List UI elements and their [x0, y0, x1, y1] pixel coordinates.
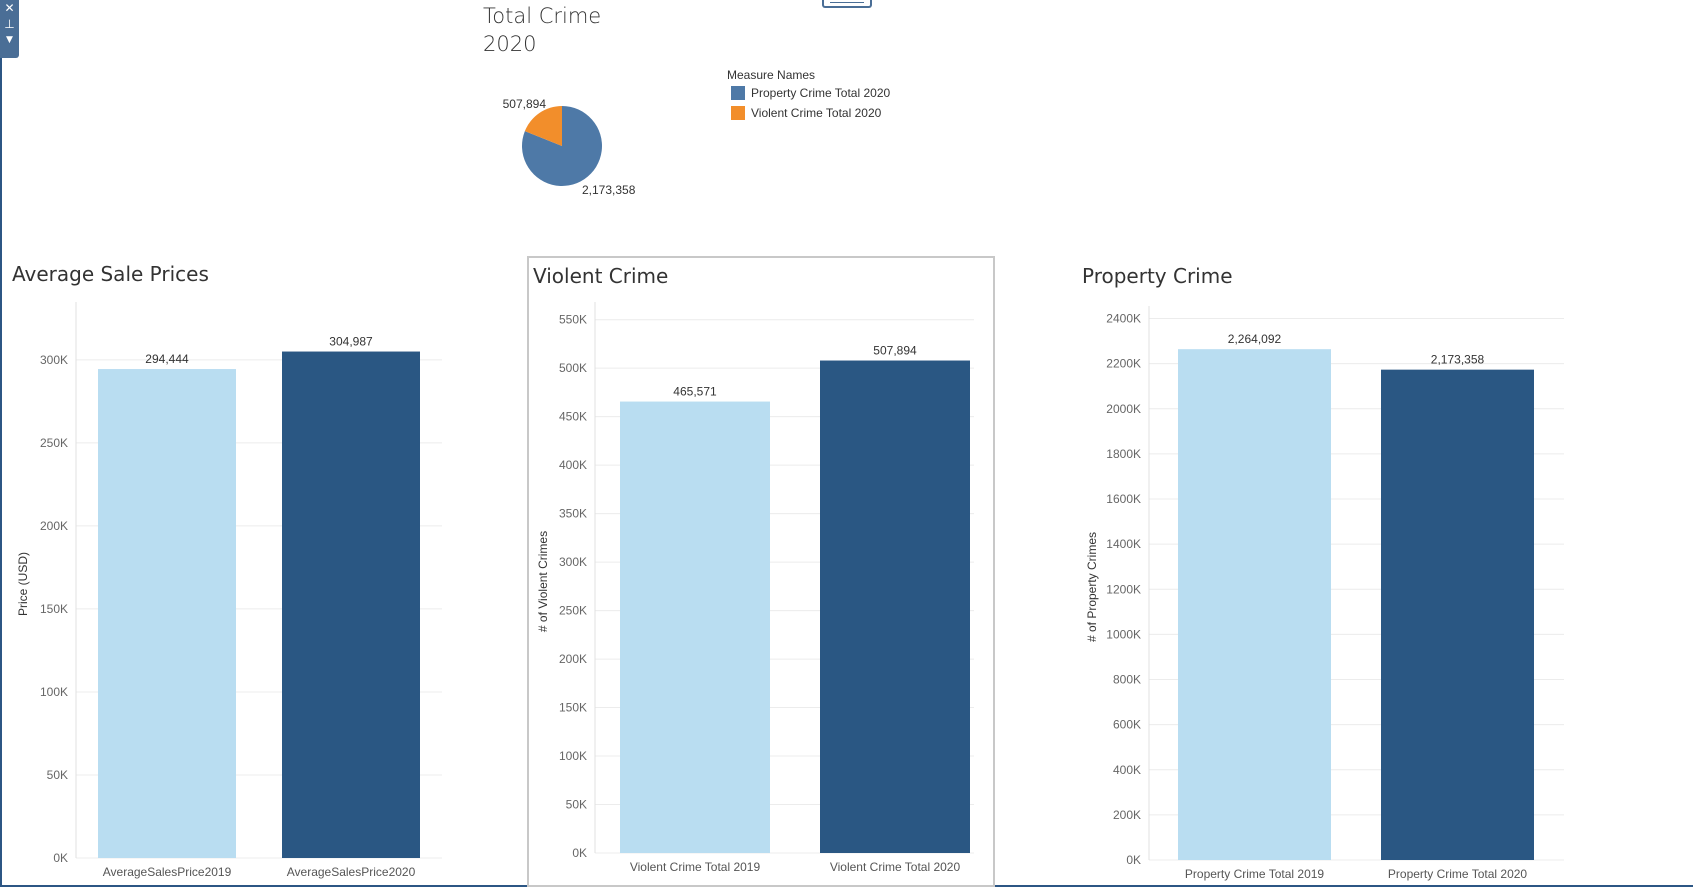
pie-chart-title: Total Crime 2020	[483, 2, 601, 58]
violent-crime-tick-label: 400K	[559, 458, 587, 472]
average-sale-prices-tick-label: 250K	[40, 436, 68, 450]
average-sale-prices-category-label: AverageSalesPrice2019	[103, 865, 232, 879]
violent-crime-tick-label: 50K	[566, 798, 587, 812]
violent-crime-category-label: Violent Crime Total 2019	[630, 860, 761, 874]
property-crime-data-label: 2,264,092	[1228, 332, 1282, 346]
property-crime-tick-label: 1400K	[1106, 537, 1141, 551]
violent-crime-chart: 0K 50K 100K 150K 200K 250K 300K 350K 400K 450K 500…	[536, 302, 974, 874]
property-crime-tick-label: 1800K	[1106, 447, 1141, 461]
legend-swatch-violent	[731, 106, 745, 120]
pie-chart: 507,894 2,173,358	[503, 97, 636, 197]
pin-icon[interactable]: ⊥	[4, 17, 15, 31]
violent-crime-tick-label: 300K	[559, 555, 587, 569]
property-crime-tick-label: 2400K	[1106, 312, 1141, 326]
average-sale-prices-tick-label: 50K	[47, 768, 68, 782]
violent-crime-category-label: Violent Crime Total 2020	[830, 860, 961, 874]
property-crime-category-label: Property Crime Total 2019	[1185, 867, 1325, 881]
property-crime-tick-label: 600K	[1113, 718, 1141, 732]
pie-title-line2: 2020	[483, 32, 537, 56]
average-sale-prices-data-label: 294,444	[145, 352, 189, 366]
property-crime-bar	[1381, 369, 1534, 860]
average-sale-prices-bar	[98, 369, 236, 858]
average-sale-prices-bar	[282, 351, 420, 858]
violent-crime-tick-label: 250K	[559, 604, 587, 618]
violent-crime-bar	[820, 360, 970, 853]
avg-sale-prices-title: Average Sale Prices	[12, 262, 209, 286]
property-crime-y-axis-label: # of Property Crimes	[1085, 532, 1099, 642]
dashboard-frame-left	[0, 0, 2, 887]
property-crime-data-label: 2,173,358	[1431, 353, 1485, 367]
average-sale-prices-tick-label: 100K	[40, 685, 68, 699]
violent-crime-tick-label: 500K	[559, 361, 587, 375]
chevron-down-icon[interactable]: ▼	[6, 35, 13, 45]
violent-crime-data-label: 507,894	[873, 344, 917, 358]
average-sale-prices-tick-label: 300K	[40, 353, 68, 367]
avg-sale-prices-chart: 0K 50K 100K 150K 200K 250K 300K Price (USD) 294,…	[16, 302, 442, 879]
legend-label-violent: Violent Crime Total 2020	[751, 106, 882, 120]
legend-swatch-property	[731, 86, 745, 100]
average-sale-prices-y-axis-label: Price (USD)	[16, 552, 30, 616]
property-crime-tick-label: 2000K	[1106, 402, 1141, 416]
violent-crime-tick-label: 0K	[572, 846, 587, 860]
property-crime-tick-label: 1000K	[1106, 627, 1141, 641]
property-crime-tick-label: 800K	[1113, 673, 1141, 687]
property-crime-tick-label: 0K	[1126, 853, 1141, 867]
violent-crime-data-label: 465,571	[673, 385, 717, 399]
violent-crime-panel-border[interactable]	[527, 256, 995, 887]
floating-toolbar: ✕ ⊥ ▼	[0, 0, 19, 58]
pie-title-line1: Total Crime	[483, 4, 602, 28]
legend-item-violent[interactable]: Violent Crime Total 2020	[731, 106, 881, 120]
property-crime-bar	[1178, 349, 1331, 860]
property-crime-tick-label: 200K	[1113, 808, 1141, 822]
pie-slice-violent	[524, 106, 562, 146]
violent-crime-bar	[620, 401, 770, 853]
violent-crime-tick-label: 350K	[559, 507, 587, 521]
average-sale-prices-data-label: 304,987	[329, 335, 373, 349]
average-sale-prices-category-label: AverageSalesPrice2020	[287, 865, 416, 879]
legend-title: Measure Names	[727, 68, 816, 82]
violent-crime-tick-label: 200K	[559, 652, 587, 666]
property-crime-tick-label: 1200K	[1106, 582, 1141, 596]
property-crime-tick-label: 2200K	[1106, 357, 1141, 371]
violent-crime-title: Violent Crime	[533, 264, 669, 288]
violent-crime-tick-label: 550K	[559, 313, 587, 327]
property-crime-chart: 0K 200K 400K 600K 800K 1000K 1200K 1400K 1600K 18…	[1085, 306, 1564, 881]
legend-label-property: Property Crime Total 2020	[751, 86, 891, 100]
pie-label-property: 2,173,358	[582, 183, 636, 197]
property-crime-title: Property Crime	[1082, 264, 1233, 288]
property-crime-category-label: Property Crime Total 2020	[1388, 867, 1528, 881]
violent-crime-tick-label: 100K	[559, 749, 587, 763]
legend-item-property[interactable]: Property Crime Total 2020	[731, 86, 890, 100]
property-crime-tick-label: 400K	[1113, 763, 1141, 777]
violent-crime-y-axis-label: # of Violent Crimes	[536, 531, 550, 632]
average-sale-prices-tick-label: 150K	[40, 602, 68, 616]
property-crime-tick-label: 1600K	[1106, 492, 1141, 506]
close-icon[interactable]: ✕	[4, 1, 15, 15]
violent-crime-tick-label: 450K	[559, 410, 587, 424]
average-sale-prices-tick-label: 0K	[53, 851, 68, 865]
pie-label-violent: 507,894	[503, 97, 547, 111]
violent-crime-tick-label: 150K	[559, 701, 587, 715]
layout-handle[interactable]	[822, 0, 872, 8]
average-sale-prices-tick-label: 200K	[40, 519, 68, 533]
